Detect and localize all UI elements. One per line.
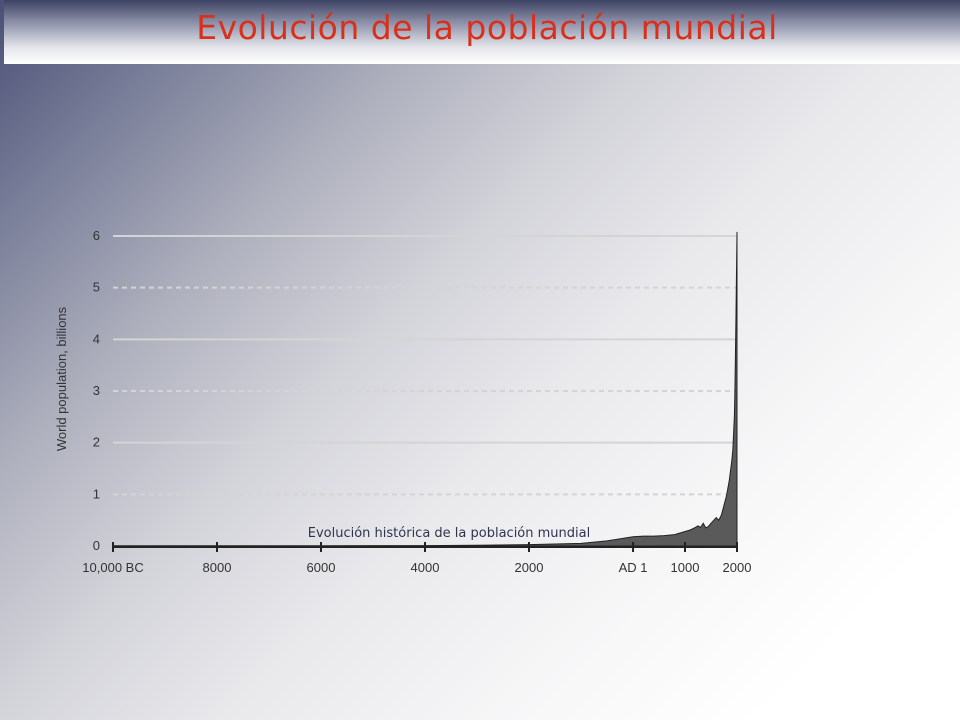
chart-caption: Evolución histórica de la población mund… — [308, 526, 590, 541]
y-axis-label: World population, billions — [54, 306, 69, 451]
y-tick-label: 3 — [93, 383, 100, 398]
title-bar: Evolución de la población mundial — [4, 0, 960, 64]
x-tick-label: 10,000 BC — [82, 560, 143, 575]
y-tick-label: 0 — [93, 538, 100, 553]
x-tick-label: 4000 — [411, 560, 440, 575]
x-axis-ticks: 10,000 BC 8000 6000 4000 2000 AD 1 1000 2000 — [82, 542, 751, 575]
y-tick-label: 6 — [93, 228, 100, 243]
y-tick-label: 4 — [93, 331, 100, 346]
population-area — [112, 231, 738, 547]
y-tick-label: 2 — [93, 435, 100, 450]
y-tick-label: 5 — [93, 280, 100, 295]
page-title: Evolución de la población mundial — [196, 8, 778, 47]
y-tick-label: 1 — [93, 486, 100, 501]
y-axis-ticks: 0 1 2 3 4 5 6 — [93, 228, 100, 553]
x-tick-label: 6000 — [307, 560, 336, 575]
x-tick-label: 2000 — [723, 560, 752, 575]
grid-lines — [113, 235, 737, 496]
x-tick-label: AD 1 — [619, 560, 648, 575]
x-tick-label: 8000 — [203, 560, 232, 575]
x-tick-label: 2000 — [515, 560, 544, 575]
x-tick-label: 1000 — [671, 560, 700, 575]
